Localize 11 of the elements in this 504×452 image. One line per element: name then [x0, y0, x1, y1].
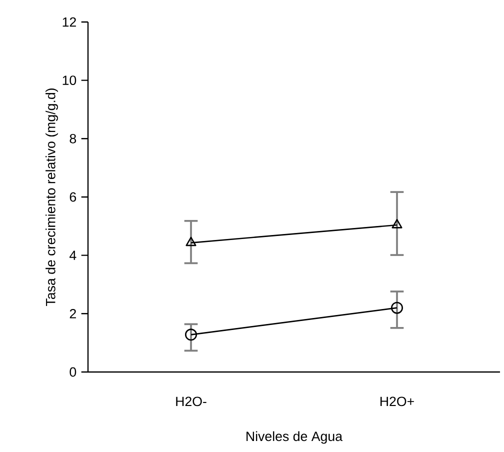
y-tick-label: 6: [70, 192, 76, 202]
x-axis-title: Niveles de Agua: [246, 431, 343, 444]
y-tick-label: 8: [70, 134, 76, 144]
y-tick-label: 2: [70, 309, 76, 318]
y-tick-label: 10: [62, 76, 76, 86]
y-tick-label: 4: [70, 250, 76, 260]
y-tick-label: 12: [62, 17, 76, 27]
x-tick-label: H2O-: [176, 396, 206, 406]
x-tick-label: H2O+: [380, 396, 414, 406]
y-tick-label: 0: [70, 367, 76, 377]
y-axis-title: Tasa de crecimiento relativo (mg/g.d): [46, 88, 58, 306]
